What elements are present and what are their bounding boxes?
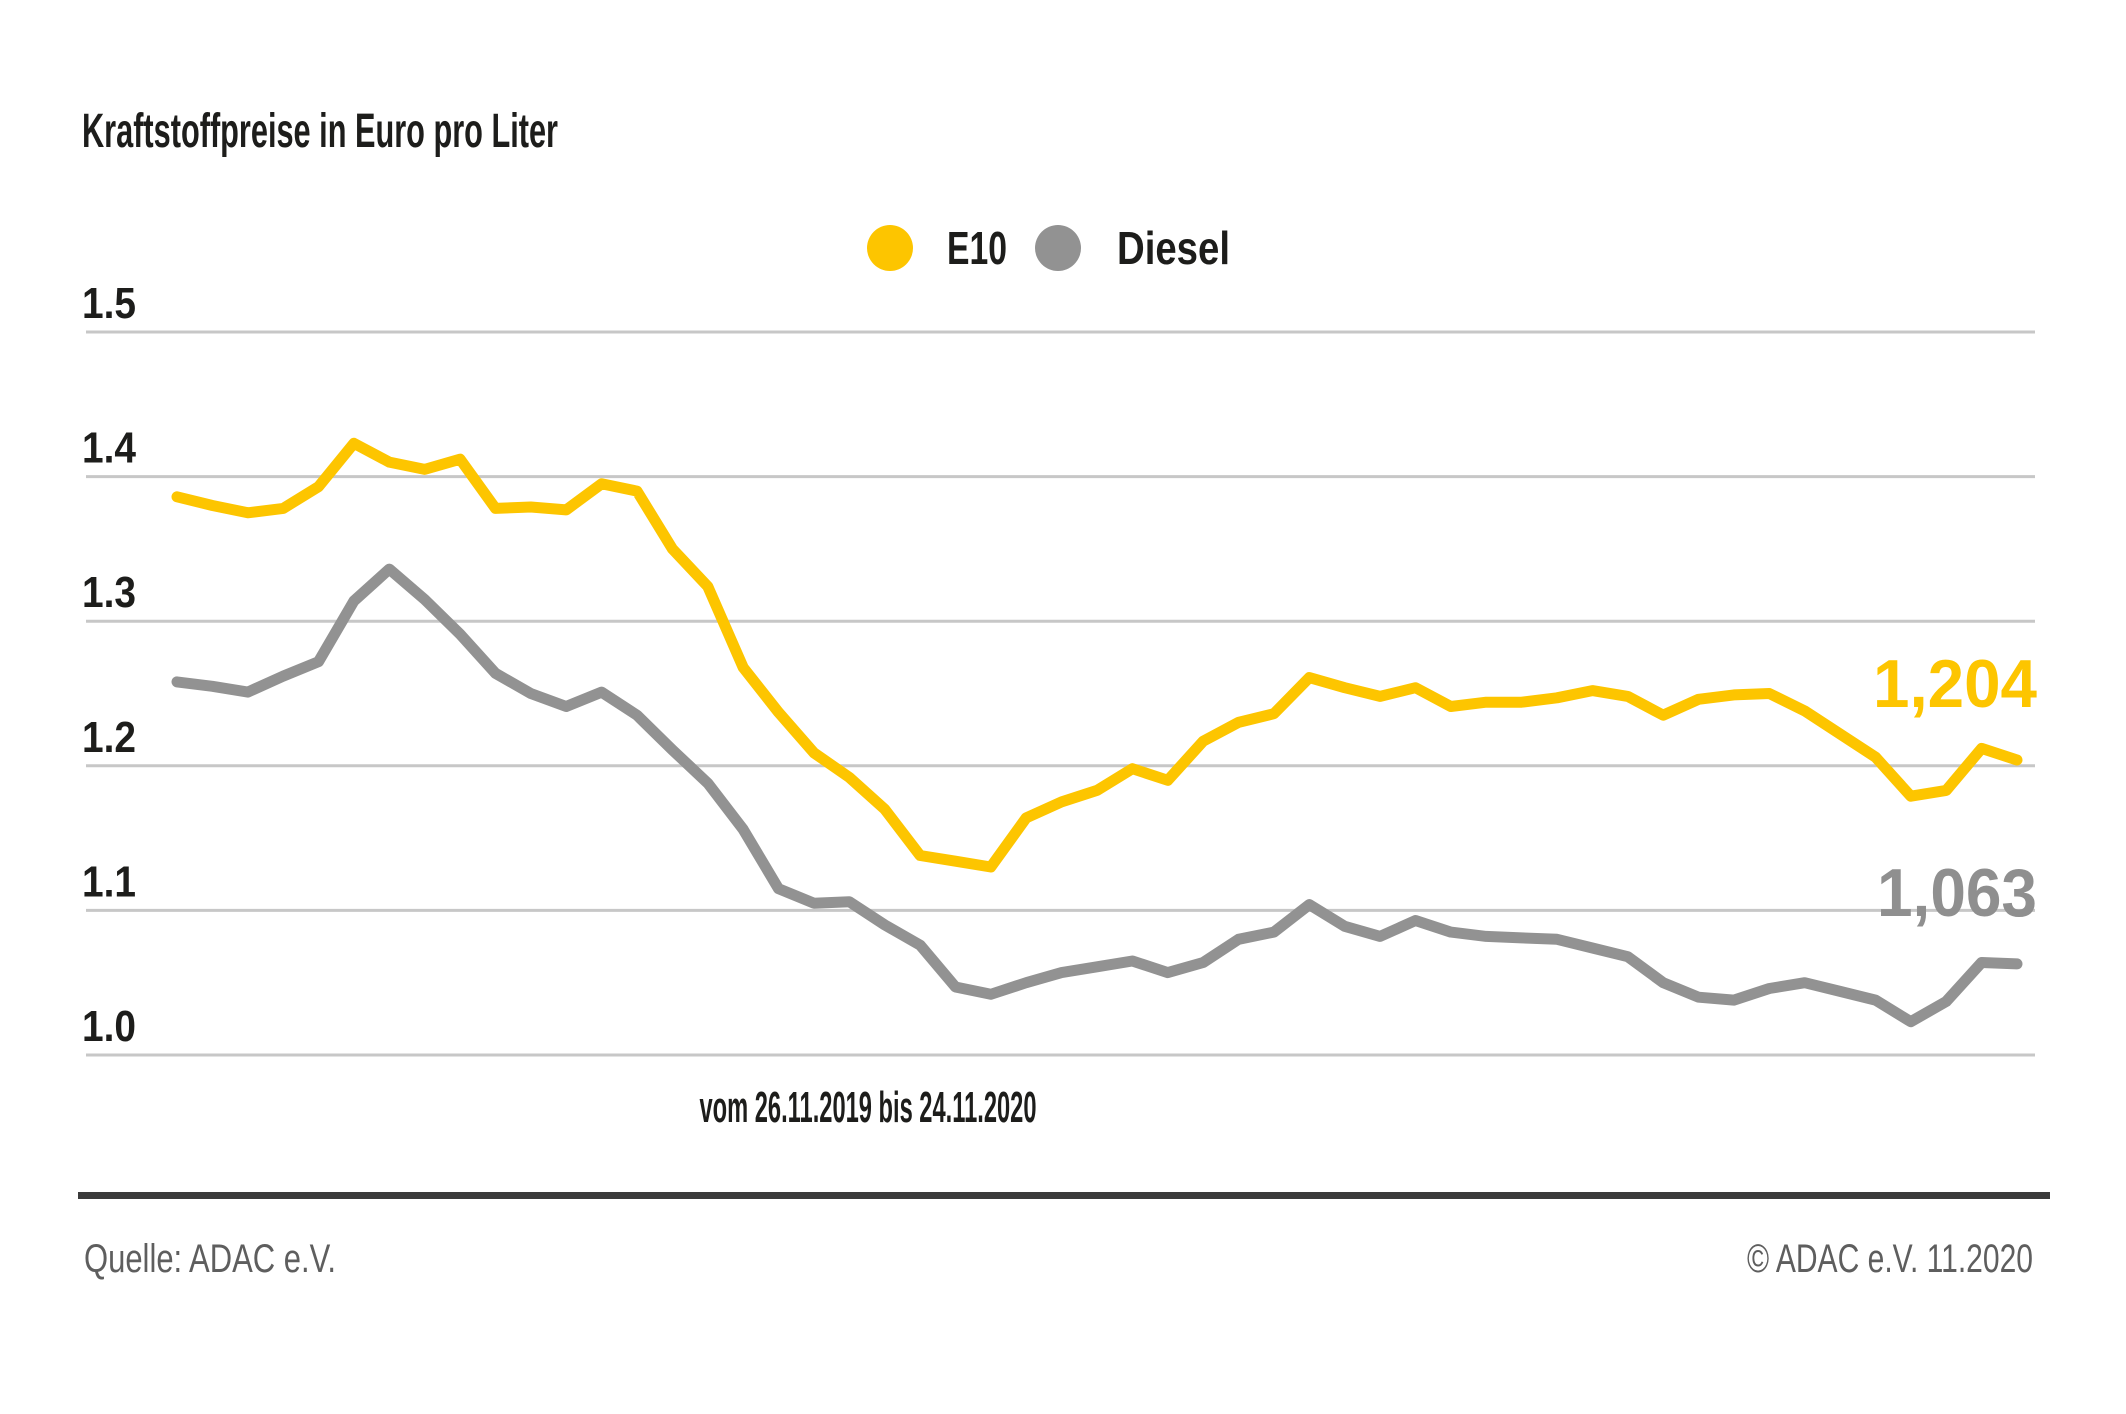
y-axis-tick-label: 1.0 (82, 1002, 136, 1051)
diesel-value-label: 1,063 (1877, 855, 2037, 931)
y-axis-tick-label: 1.5 (82, 279, 136, 328)
e10-value-label: 1,204 (1873, 646, 2037, 722)
chart-legend: E10 Diesel (867, 222, 1230, 274)
y-axis-tick-label: 1.1 (82, 857, 136, 906)
y-axis-tick-label: 1.4 (82, 424, 136, 473)
e10-legend-label: E10 (947, 222, 1007, 274)
footer-divider (78, 1192, 2050, 1199)
e10-line (171, 437, 2023, 873)
series-layer (171, 437, 2023, 1028)
copyright-label: © ADAC e.V. 11.2020 (1747, 1237, 2033, 1281)
page-title: Kraftstoffpreise in Euro pro Liter (82, 105, 558, 158)
x-axis-period-label: vom 26.11.2019 bis 24.11.2020 (700, 1083, 1037, 1132)
y-axis-tick-label: 1.3 (82, 568, 136, 617)
diesel-legend-dot-icon (1035, 225, 1081, 271)
diesel-legend-label: Diesel (1117, 222, 1230, 274)
e10-legend-dot-icon (867, 225, 913, 271)
y-axis-tick-label: 1.2 (82, 713, 136, 762)
diesel-line (171, 563, 2023, 1028)
source-label: Quelle: ADAC e.V. (84, 1237, 336, 1281)
grid-layer: 1.5 1.4 1.3 1.2 1.1 1.0 (82, 279, 2035, 1057)
